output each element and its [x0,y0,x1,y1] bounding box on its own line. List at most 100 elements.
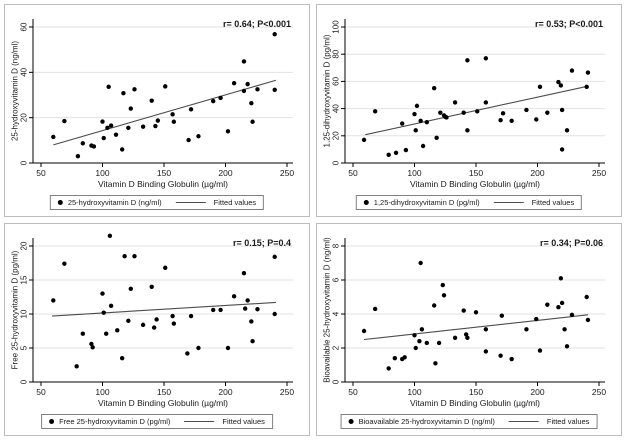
gridlines [345,245,605,349]
data-point [225,345,231,351]
panel-1-25-dihydroxyvitamin-d: 0 20 40 60 80 100 50 100 150 200 250 1,25-dihydrox… [316,4,622,217]
data-point [170,313,175,319]
legend-marker-label: 25-hydroxyvitamin D (ng/ml) [67,198,162,207]
data-point [562,327,567,332]
data-point [483,56,489,61]
data-point [500,111,506,116]
data-point [107,233,113,238]
gridlines [33,26,293,119]
data-point [498,117,503,123]
legend-marker-label: Free 25-hydroxyvitamin D (pg/ml) [59,417,171,426]
data-point [418,118,423,124]
scatter-plot-1-25-dihydroxyvitamin-d: 0 20 40 60 80 100 50 100 150 200 250 [332,19,606,178]
y-axis-label: 1,25-dihydroxyvitamin D (pg/ml) [322,34,332,148]
svg-text:250: 250 [280,168,294,178]
data-point [424,340,429,346]
data-point [89,341,94,347]
data-point [372,109,378,114]
data-point [218,307,223,313]
legend: 1,25-dihydroxyvitamin D (pg/ml) Fitted v… [355,195,583,210]
data-point [413,345,418,351]
legend: Bioavailable 25-hydroxyvitamin D (ng/ml)… [340,414,598,429]
data-point [438,110,443,115]
data-point [245,298,250,303]
data-point [524,327,529,332]
data-point [584,294,589,300]
data-point [524,107,529,113]
data-point [242,306,248,311]
svg-text:100: 100 [95,387,109,397]
svg-text:200: 200 [218,168,232,178]
data-point [51,298,56,303]
svg-text:50: 50 [36,168,46,178]
data-point [115,328,120,333]
data-point [122,254,127,259]
fitted-line [53,79,277,146]
svg-text:10: 10 [20,309,29,318]
data-point [424,120,429,125]
data-point [108,303,114,309]
axes [32,238,293,383]
svg-text:40: 40 [332,104,341,113]
legend-line-label: Fitted values [222,417,265,426]
data-point [372,306,378,312]
data-point [218,95,223,101]
data-point [272,254,277,260]
svg-text:200: 200 [530,168,544,178]
svg-text:200: 200 [218,387,232,397]
data-point [119,147,125,152]
data-point [241,59,247,64]
data-point [186,137,191,143]
data-point [559,300,565,306]
scatter-marker-icon [57,200,63,205]
data-point [483,327,489,332]
data-point [108,123,114,128]
svg-text:5: 5 [20,345,29,350]
data-point [461,308,466,313]
data-point [400,121,405,126]
correlation-annotation: r= 0.64; P<0.001 [222,19,291,29]
data-point [361,137,367,143]
axes [344,19,605,164]
data-point [171,321,177,326]
data-point [80,331,86,336]
data-point [483,349,489,354]
data-point [245,81,250,87]
data-point [584,84,589,90]
svg-text:50: 50 [348,168,358,178]
legend-line-label: Fitted values [546,417,590,426]
data-point [431,303,437,308]
data-point [473,310,479,315]
data-point [62,118,67,124]
axes [344,238,605,383]
data-point [170,112,175,117]
scatter-marker-icon [49,419,55,424]
svg-text:0: 0 [20,379,29,384]
data-points [51,233,277,369]
data-point [463,332,469,337]
svg-text:2: 2 [332,345,341,350]
svg-text:250: 250 [280,387,294,397]
data-point [534,117,539,122]
data-points [361,260,591,371]
legend: 25-hydroxyvitamin D (ng/ml) Fitted value… [49,195,265,210]
data-point [211,98,216,104]
svg-text:100: 100 [407,387,421,397]
data-point [475,109,480,114]
data-point [585,70,591,75]
data-point [91,144,97,149]
svg-text:150: 150 [469,168,483,178]
data-point [564,128,570,133]
data-point [417,339,422,344]
data-point [140,322,146,328]
data-point [90,345,95,350]
x-tick-labels: 50 100 150 200 250 [348,382,606,397]
data-point [465,58,470,63]
panel-bioavailable-25-hydroxyvitamin-d: 0 2 4 6 8 50 100 150 200 250 Bioavailable 25-hydr… [316,223,622,436]
panel-free-25-hydroxyvitamin-d: 0 5 10 15 20 50 100 150 200 250 Free 25-hydroxyvi… [4,223,310,436]
x-axis-label: Vitamin D Binding Globulin (µg/ml) [410,179,540,189]
data-point [188,107,194,112]
data-points [51,32,277,159]
data-point [255,87,260,92]
data-point [436,340,442,346]
